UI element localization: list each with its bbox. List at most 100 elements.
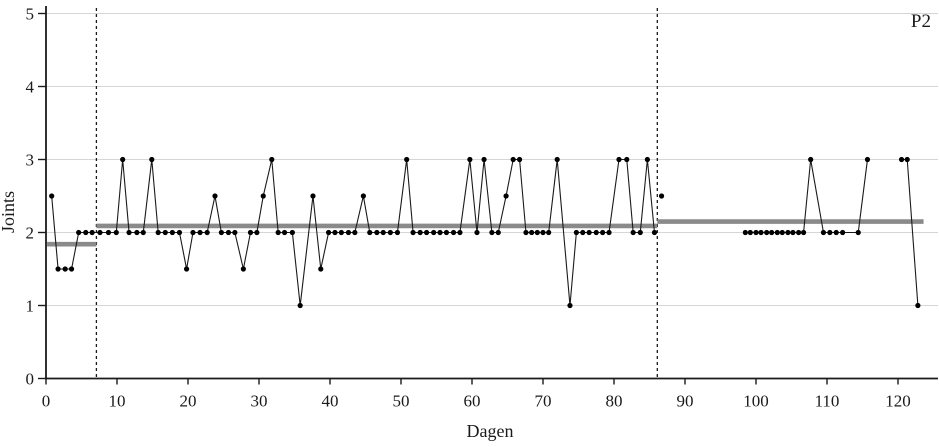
data-point <box>580 229 586 236</box>
data-point <box>769 229 775 236</box>
x-tick-label: 20 <box>180 392 197 411</box>
data-point <box>281 229 288 236</box>
data-point <box>510 156 516 163</box>
data-point <box>183 266 190 272</box>
data-point <box>467 156 473 163</box>
y-tick-label: 5 <box>26 5 35 24</box>
data-point <box>417 229 423 236</box>
data-point <box>624 156 630 163</box>
data-point <box>275 229 281 236</box>
data-point <box>516 156 523 163</box>
data-point <box>190 229 196 236</box>
data-point <box>546 229 552 236</box>
x-tick-label: 110 <box>815 392 840 411</box>
data-point <box>764 229 770 236</box>
data-point <box>169 229 175 236</box>
data-point <box>833 229 839 236</box>
data-point <box>120 156 126 163</box>
data-point <box>232 229 238 236</box>
data-point <box>247 229 254 236</box>
data-point <box>89 229 95 236</box>
data-point <box>318 266 324 272</box>
x-tick-label: 60 <box>464 392 481 411</box>
data-point <box>758 229 764 236</box>
data-point <box>218 229 224 236</box>
data-point <box>297 302 303 309</box>
data-point <box>149 156 155 163</box>
data-point <box>423 229 430 236</box>
data-point <box>97 229 103 236</box>
data-point <box>374 229 380 236</box>
data-point <box>105 229 112 236</box>
data-point <box>474 229 480 236</box>
data-point <box>774 229 780 236</box>
x-tick-label: 80 <box>606 392 623 411</box>
data-point <box>637 229 643 236</box>
data-point <box>489 229 495 236</box>
y-tick-label: 1 <box>26 297 35 316</box>
data-point <box>155 229 161 236</box>
data-point <box>606 229 612 236</box>
data-point <box>808 156 814 163</box>
data-point <box>534 229 540 236</box>
x-tick-label: 120 <box>885 392 911 411</box>
data-point <box>742 229 748 236</box>
data-point <box>554 156 560 163</box>
x-tick-label: 70 <box>535 392 552 411</box>
data-point <box>176 229 183 236</box>
y-tick-label: 3 <box>26 151 35 170</box>
data-point <box>840 229 846 236</box>
data-point <box>651 229 658 236</box>
data-point <box>431 229 437 236</box>
data-point <box>450 229 457 236</box>
data-point <box>827 229 833 236</box>
data-point <box>785 229 791 236</box>
data-point <box>68 266 75 272</box>
data-point <box>747 229 753 236</box>
y-tick-label: 4 <box>26 78 35 97</box>
x-tick-label: 50 <box>393 392 410 411</box>
data-point <box>113 229 119 236</box>
data-point <box>394 229 401 236</box>
data-point <box>503 193 509 199</box>
data-point <box>457 229 463 236</box>
data-point <box>225 229 232 236</box>
data-point <box>410 229 416 236</box>
data-point <box>49 193 55 199</box>
data-point <box>495 229 501 236</box>
data-point <box>360 193 366 199</box>
data-point <box>437 229 443 236</box>
data-point <box>443 229 450 236</box>
data-point <box>380 229 386 236</box>
data-point <box>586 229 592 236</box>
data-point <box>864 156 871 163</box>
data-point <box>644 156 650 163</box>
data-point <box>260 193 266 199</box>
data-point <box>915 302 921 309</box>
data-point <box>325 229 332 236</box>
data-point <box>289 229 295 236</box>
data-point <box>338 229 344 236</box>
data-point <box>658 193 665 199</box>
data-point <box>404 156 410 163</box>
x-axis-title: Dagen <box>467 421 514 441</box>
data-point <box>855 229 861 236</box>
data-point <box>616 156 622 163</box>
data-point <box>630 229 636 236</box>
data-point <box>204 229 210 236</box>
data-point <box>796 229 802 236</box>
chart-annotation: P2 <box>911 11 931 32</box>
data-point <box>140 229 146 236</box>
data-point <box>573 229 579 236</box>
data-point <box>126 229 132 236</box>
data-point <box>83 229 89 236</box>
x-tick-label: 0 <box>42 392 51 411</box>
data-point <box>55 266 61 272</box>
x-tick-label: 40 <box>322 392 339 411</box>
x-tick-label: 30 <box>251 392 268 411</box>
y-tick-label: 0 <box>26 370 35 389</box>
x-tick-label: 10 <box>109 392 126 411</box>
